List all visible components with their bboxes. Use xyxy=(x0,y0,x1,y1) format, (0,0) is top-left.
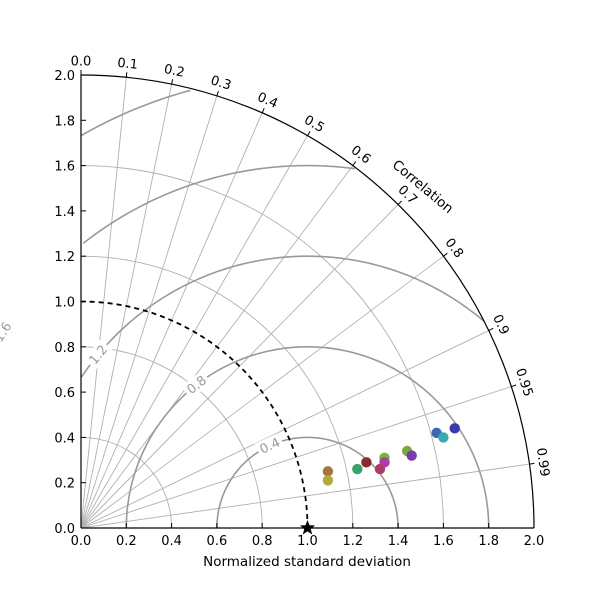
correlation-tick-label: 0.5 xyxy=(301,113,326,136)
rms-label-bg xyxy=(83,339,113,370)
x-tick-label: 0.2 xyxy=(116,534,137,549)
data-point xyxy=(352,463,363,475)
y-tick-label: 1.4 xyxy=(54,205,75,220)
x-tick-label: 1.6 xyxy=(433,534,454,549)
y-tick-label: 0.0 xyxy=(54,522,75,537)
data-point xyxy=(374,463,386,475)
rms-label-bg xyxy=(0,316,17,348)
x-tick-label: 1.0 xyxy=(297,534,318,549)
correlation-tick xyxy=(397,200,402,205)
correlation-tick-label: 0.0 xyxy=(71,55,92,70)
rms-contour xyxy=(216,436,399,529)
data-point xyxy=(406,450,417,461)
correlation-tick xyxy=(529,462,535,465)
x-tick-label: 1.4 xyxy=(388,534,409,549)
correlation-tick-label: 0.99 xyxy=(533,447,552,478)
x-tick-label: 1.2 xyxy=(342,534,363,549)
correlation-ray xyxy=(80,77,127,529)
correlation-tick xyxy=(171,79,174,85)
correlation-tick xyxy=(352,161,357,166)
std-grid-arc xyxy=(80,346,263,529)
correlation-ray xyxy=(80,463,530,529)
x-tick-label: 2.0 xyxy=(524,534,545,549)
x-tick-label: 0.6 xyxy=(207,534,228,549)
std-grid-arc xyxy=(80,165,444,529)
correlation-tick xyxy=(443,252,448,257)
correlation-tick-label: 0.4 xyxy=(255,90,280,112)
rms-label-bg xyxy=(254,432,285,459)
x-tick-label: 1.8 xyxy=(478,534,499,549)
reference-marker xyxy=(299,520,316,535)
rms-contour xyxy=(82,164,355,245)
x-tick-label: 0.4 xyxy=(161,534,182,549)
rms-contour xyxy=(80,89,191,137)
data-point xyxy=(438,432,449,443)
y-tick-label: 1.2 xyxy=(54,250,75,265)
y-tick-label: 1.6 xyxy=(54,160,75,175)
rms-contour xyxy=(125,345,490,529)
correlation-tick-label: 0.8 xyxy=(442,236,466,262)
correlation-tick xyxy=(261,108,265,114)
rms-contour xyxy=(80,255,485,378)
y-tick-label: 1.8 xyxy=(54,114,75,129)
reference-star xyxy=(299,520,316,535)
correlation-tick xyxy=(307,131,311,136)
data-point xyxy=(322,466,334,477)
correlation-tick-label: 0.1 xyxy=(117,56,139,73)
correlation-tick-label: 0.2 xyxy=(163,62,186,81)
outer-arc xyxy=(80,74,535,529)
y-tick-label: 0.2 xyxy=(54,477,75,492)
correlation-tick xyxy=(216,90,219,97)
correlation-tick-label: 0.95 xyxy=(512,366,535,398)
correlation-gridlines xyxy=(80,77,530,529)
rms-label-bg xyxy=(181,370,212,400)
data-point xyxy=(322,475,334,486)
y-tick-label: 2.0 xyxy=(54,69,75,84)
x-tick-label: 0.8 xyxy=(252,534,273,549)
correlation-ray xyxy=(80,386,512,529)
data-point xyxy=(361,457,372,468)
correlation-tick-label: 0.9 xyxy=(489,312,512,337)
y-tick-label: 0.8 xyxy=(54,341,75,356)
data-point xyxy=(449,423,460,434)
correlation-tick xyxy=(511,384,517,388)
data-points xyxy=(322,423,460,486)
correlation-ray xyxy=(80,95,218,529)
x-tick-label: 0.0 xyxy=(71,534,92,549)
correlation-axis-title: Correlation xyxy=(389,157,456,217)
y-tick-label: 0.4 xyxy=(54,431,75,446)
correlation-tick xyxy=(125,72,128,78)
std-grid-arc xyxy=(80,255,354,529)
correlation-tick-label: 0.6 xyxy=(348,143,374,167)
correlation-tick xyxy=(488,327,494,331)
y-tick-label: 0.6 xyxy=(54,386,75,401)
correlation-tick-label: 0.3 xyxy=(209,73,233,94)
axes-frame xyxy=(80,74,535,529)
x-axis-title: Normalized standard deviation xyxy=(203,554,411,570)
y-tick-label: 1.0 xyxy=(54,296,75,311)
